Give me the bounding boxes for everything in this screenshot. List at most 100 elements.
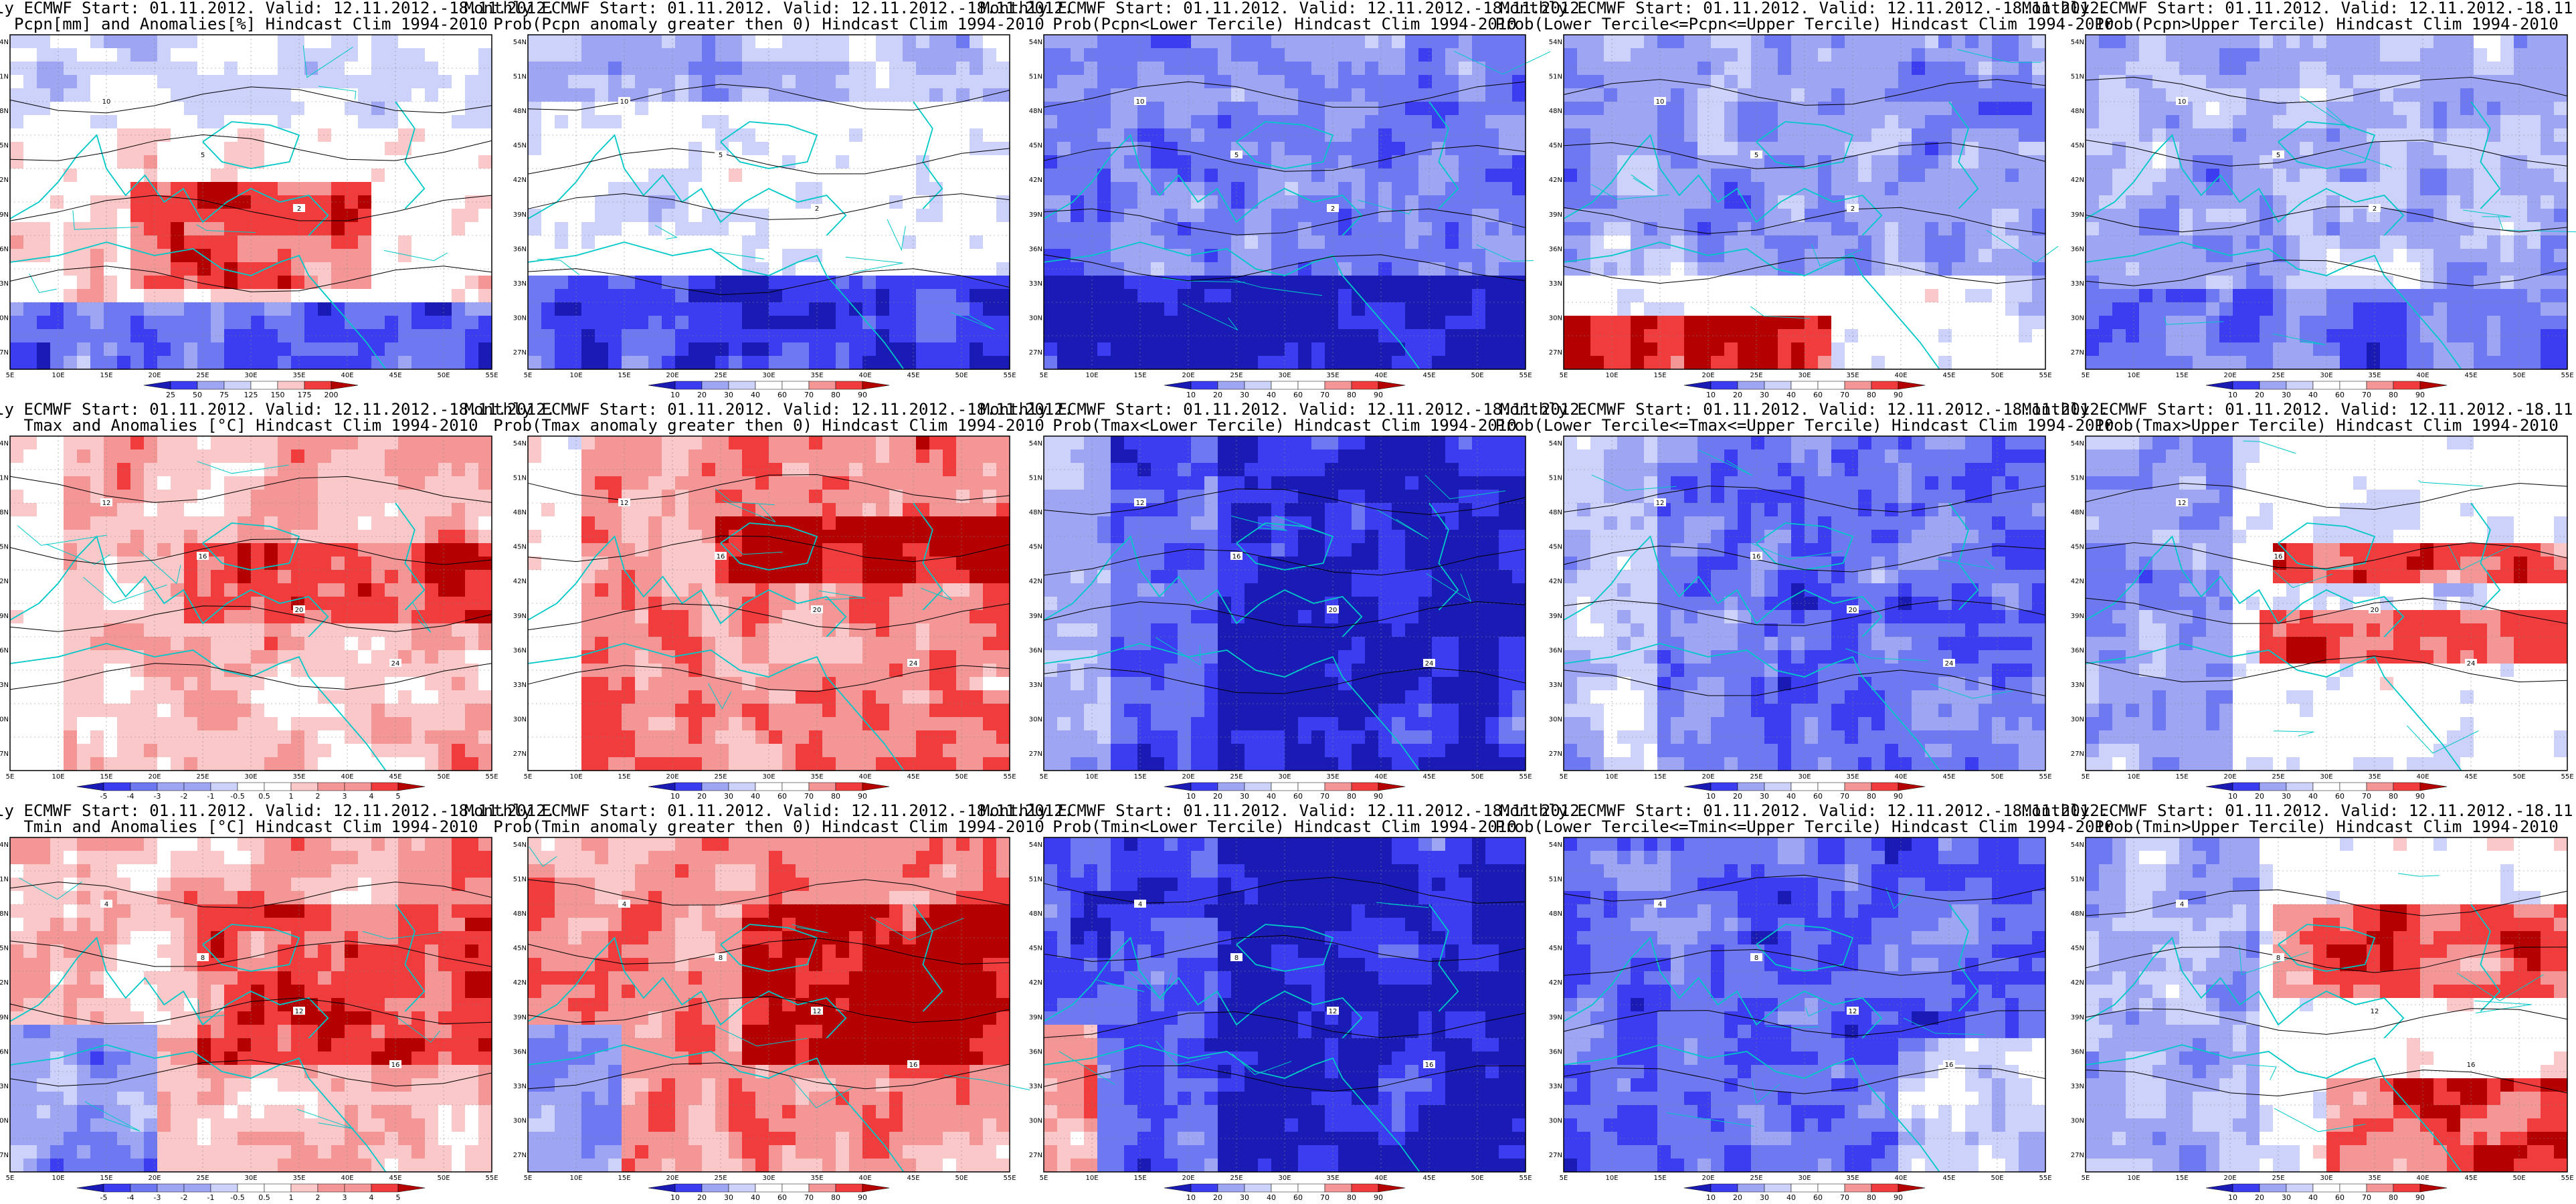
- field-cell: [1472, 62, 1486, 76]
- field-cell: [2367, 342, 2381, 357]
- field-cell: [2527, 102, 2541, 116]
- field-cell: [438, 102, 452, 116]
- field-cell: [452, 436, 466, 450]
- field-cell: [1137, 249, 1152, 263]
- field-cell: [1805, 195, 1819, 209]
- field-cell: [1231, 48, 1245, 62]
- field-cell: [478, 209, 492, 223]
- field-cell: [836, 88, 850, 102]
- field-cell: [2514, 142, 2528, 156]
- field-cell: [1818, 249, 1832, 263]
- field-cell: [1564, 329, 1578, 343]
- field-cell: [1938, 235, 1952, 249]
- field-cell: [37, 222, 51, 236]
- field-cell: [10, 329, 24, 343]
- field-cell: [23, 155, 37, 169]
- field-cell: [1271, 182, 1285, 196]
- field-cell: [171, 62, 185, 76]
- field-cell: [157, 155, 171, 169]
- field-cell: [1472, 75, 1486, 89]
- field-cell: [438, 195, 452, 209]
- field-cell: [1151, 88, 1165, 102]
- colorbar-segment: [2339, 381, 2367, 390]
- field-cell: [465, 342, 479, 357]
- field-cell: [715, 62, 729, 76]
- field-cell: [1952, 62, 1966, 76]
- field-cell: [1912, 182, 1926, 196]
- field-cell: [2193, 169, 2207, 183]
- field-cell: [862, 169, 877, 183]
- field-cell: [1590, 35, 1604, 49]
- field-cell: [755, 235, 769, 249]
- field-cell: [278, 155, 292, 169]
- field-cell: [2420, 102, 2434, 116]
- field-cell: [2233, 169, 2247, 183]
- field-cell: [1577, 155, 1591, 169]
- field-cell: [1178, 35, 1192, 49]
- field-cell: [2005, 115, 2019, 129]
- field-cell: [1151, 302, 1165, 316]
- field-cell: [438, 289, 452, 303]
- field-cell: [769, 316, 783, 330]
- field-cell: [1365, 262, 1379, 276]
- field-cell: [796, 75, 810, 89]
- longitude-label: 30E: [2320, 372, 2332, 379]
- field-cell: [2420, 302, 2434, 316]
- field-cell: [983, 222, 997, 236]
- field-cell: [1631, 102, 1645, 116]
- field-cell: [438, 329, 452, 343]
- field-cell: [916, 75, 930, 89]
- field-cell: [622, 302, 636, 316]
- field-cell: [541, 75, 555, 89]
- colorbar-end-triangle: [1164, 381, 1192, 390]
- field-cell: [1791, 182, 1805, 196]
- field-cell: [10, 235, 24, 249]
- field-cell: [675, 115, 689, 129]
- field-cell: [809, 342, 823, 357]
- field-cell: [769, 289, 783, 303]
- field-cell: [1858, 235, 1872, 249]
- field-cell: [2447, 88, 2461, 102]
- field-cell: [1617, 62, 1631, 76]
- field-cell: [1499, 48, 1513, 62]
- field-cell: [1164, 115, 1178, 129]
- field-cell: [2246, 75, 2260, 89]
- field-cell: [1124, 115, 1138, 129]
- field-cell: [822, 342, 836, 357]
- field-cell: [809, 289, 823, 303]
- field-cell: [1577, 356, 1591, 370]
- colorbar-segment: [1324, 381, 1352, 390]
- field-cell: [23, 289, 37, 303]
- field-cell: [331, 75, 345, 89]
- field-cell: [1311, 209, 1325, 223]
- field-cell: [2152, 62, 2167, 76]
- field-cell: [581, 102, 595, 116]
- field-cell: [1617, 35, 1631, 49]
- field-cell: [528, 316, 542, 330]
- field-cell: [1245, 115, 1259, 129]
- field-cell: [117, 342, 131, 357]
- field-cell: [742, 316, 756, 330]
- field-cell: [1191, 289, 1205, 303]
- field-cell: [1352, 48, 1366, 62]
- field-cell: [144, 449, 158, 464]
- field-cell: [77, 128, 91, 142]
- field-cell: [2433, 102, 2448, 116]
- field-cell: [425, 235, 439, 249]
- field-cell: [2487, 75, 2501, 89]
- field-cell: [1071, 302, 1085, 316]
- field-cell: [2313, 209, 2327, 223]
- field-cell: [331, 356, 345, 370]
- field-cell: [264, 48, 278, 62]
- field-cell: [1191, 75, 1205, 89]
- field-cell: [1845, 62, 1859, 76]
- field-cell: [2474, 209, 2488, 223]
- field-cell: [675, 329, 689, 343]
- field-cell: [1338, 222, 1352, 236]
- field-cell: [197, 48, 211, 62]
- field-cell: [2447, 102, 2461, 116]
- field-cell: [1724, 35, 1738, 49]
- field-cell: [1459, 209, 1473, 223]
- colorbar: 10 20 30 40 60 70 80 90: [1683, 381, 1926, 399]
- field-cell: [903, 75, 917, 89]
